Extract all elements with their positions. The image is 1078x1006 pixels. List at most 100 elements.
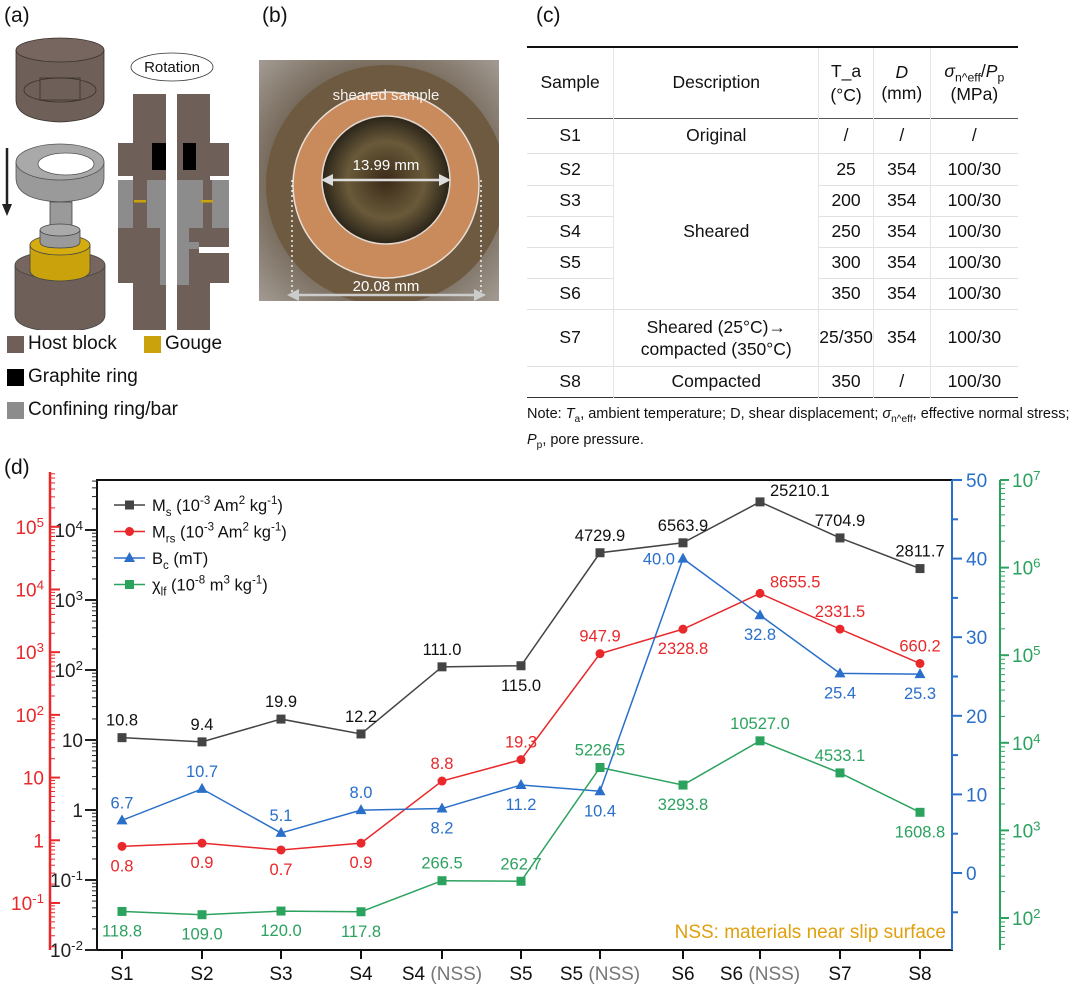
data-point bbox=[754, 609, 766, 620]
legend-label: Gouge bbox=[165, 333, 223, 354]
cell-description: Compacted bbox=[613, 366, 820, 397]
data-label: 0.9 bbox=[191, 854, 214, 872]
table-row: S2 Sheared 25 354 100/30 bbox=[527, 153, 1018, 309]
blue-axis-label: 10 bbox=[966, 785, 987, 806]
cell-sample: S4 bbox=[527, 216, 615, 247]
legend-marker bbox=[125, 500, 134, 510]
table-row: S1 Original / / / bbox=[527, 118, 1018, 153]
cell-sample: S1 bbox=[527, 118, 615, 153]
series-line bbox=[121, 740, 921, 916]
table-note: Note: Ta, ambient temperature; D, shear … bbox=[527, 406, 1070, 451]
red-axis-label: 10-1 bbox=[11, 891, 44, 915]
black-axis-label: 10-1 bbox=[50, 868, 83, 892]
cell-d: / bbox=[873, 118, 931, 153]
data-label: 0.8 bbox=[111, 857, 134, 875]
sample-photo: sheared sample 13.99 mm 20.08 mm bbox=[259, 60, 499, 301]
rotation-indicator: Rotation bbox=[130, 52, 214, 82]
data-label: 10.8 bbox=[106, 712, 138, 730]
data-label: 0.9 bbox=[350, 854, 373, 872]
data-label: 660.2 bbox=[899, 637, 940, 655]
data-label: 262.7 bbox=[500, 855, 541, 873]
red-axis-label: 105 bbox=[15, 515, 44, 539]
legend-label: Host block bbox=[28, 333, 117, 354]
x-axis-label: S4 (NSS) bbox=[402, 964, 482, 985]
cross-section bbox=[118, 94, 229, 330]
data-point bbox=[437, 662, 447, 672]
black-axis-label: 10-2 bbox=[50, 938, 83, 962]
data-point bbox=[116, 814, 128, 825]
table-row: S5 300 354 100/30 bbox=[527, 247, 1018, 278]
data-point bbox=[356, 729, 366, 739]
data-label: 11.2 bbox=[506, 796, 537, 814]
data-label: 40.0 bbox=[643, 551, 675, 569]
data-label: 7704.9 bbox=[815, 512, 865, 530]
cell-ta: 250 bbox=[818, 216, 874, 247]
data-point bbox=[595, 762, 605, 772]
cell-stress: 100/30 bbox=[947, 327, 1002, 347]
black-axis-label: 102 bbox=[54, 658, 83, 682]
apparatus-diagram: Rotation bbox=[2, 37, 229, 330]
data-point bbox=[678, 624, 688, 634]
graphite-ring-swatch bbox=[7, 368, 24, 386]
data-label: 2328.8 bbox=[658, 640, 708, 658]
data-point bbox=[677, 552, 689, 563]
data-label: 25.3 bbox=[904, 685, 936, 703]
cell-ta: 350 bbox=[818, 278, 874, 309]
gouge-assembly bbox=[14, 201, 106, 330]
data-label: 115.0 bbox=[501, 677, 541, 695]
x-axis-label: S2 bbox=[190, 964, 213, 985]
header-sample: Sample bbox=[527, 47, 615, 118]
data-point bbox=[914, 668, 926, 679]
red-axis-label: 104 bbox=[15, 577, 44, 601]
panel-label-d: (d) bbox=[4, 456, 30, 479]
cell-description: Sheared bbox=[613, 153, 820, 309]
data-label: 5.1 bbox=[270, 807, 293, 825]
cell-ta: 200 bbox=[818, 185, 874, 216]
green-axis-label: 104 bbox=[1012, 731, 1041, 755]
data-label: 5226.5 bbox=[575, 741, 625, 759]
data-label: 8.8 bbox=[431, 755, 454, 773]
data-label: 8.2 bbox=[431, 820, 454, 838]
legend-label: Bc (mT) bbox=[152, 550, 208, 572]
x-axis-label: S4 bbox=[349, 964, 373, 985]
data-point bbox=[516, 755, 526, 765]
data-label: 109.0 bbox=[181, 926, 222, 944]
data-label: 12.2 bbox=[345, 708, 377, 726]
data-label: 2811.7 bbox=[895, 543, 944, 561]
data-label: 1608.8 bbox=[895, 823, 945, 841]
data-point bbox=[835, 533, 845, 543]
gouge-swatch bbox=[144, 335, 161, 353]
cell-sample: S7 bbox=[527, 309, 615, 366]
x-axis-label: S7 bbox=[828, 964, 851, 985]
legend-host-block: Host block bbox=[7, 333, 117, 355]
cell-sample: S5 bbox=[527, 247, 615, 278]
data-point bbox=[834, 667, 846, 678]
green-axis-label: 102 bbox=[1012, 906, 1041, 930]
cell-sample: S3 bbox=[527, 185, 615, 216]
black-axis-label: 103 bbox=[54, 588, 83, 612]
data-point bbox=[356, 907, 366, 917]
data-label: 32.8 bbox=[744, 626, 776, 644]
cell-d: 354 bbox=[873, 309, 931, 366]
cell-d: / bbox=[873, 366, 931, 397]
table-row: S8 Compacted 350/ 100/30 bbox=[527, 366, 1018, 397]
cell-d: 354 bbox=[873, 247, 931, 278]
data-point bbox=[117, 906, 127, 916]
panel-label-a: (a) bbox=[4, 4, 30, 27]
table-header-row: Sample Description T_a (°C) D (mm) σn^eff… bbox=[527, 47, 1018, 118]
cell-stress: 100/30 bbox=[947, 221, 1002, 241]
data-point bbox=[595, 548, 605, 558]
cell-sample: S8 bbox=[527, 366, 615, 397]
table-row: S7 Sheared (25°C)→ compacted (350°C) 25/350… bbox=[527, 309, 1018, 366]
cell-sample: S6 bbox=[527, 278, 615, 309]
data-label: 6563.9 bbox=[658, 517, 708, 535]
x-axis-label: S5 (NSS) bbox=[560, 964, 640, 985]
legend-label: Confining ring/bar bbox=[28, 399, 178, 420]
legend-marker bbox=[125, 527, 134, 536]
header-d: D (mm) bbox=[873, 47, 931, 118]
data-point bbox=[117, 841, 127, 851]
cell-stress: 100/30 bbox=[947, 190, 1002, 210]
outer-diameter-label: 20.08 mm bbox=[353, 278, 420, 295]
data-point bbox=[117, 733, 127, 743]
data-point bbox=[594, 785, 606, 796]
